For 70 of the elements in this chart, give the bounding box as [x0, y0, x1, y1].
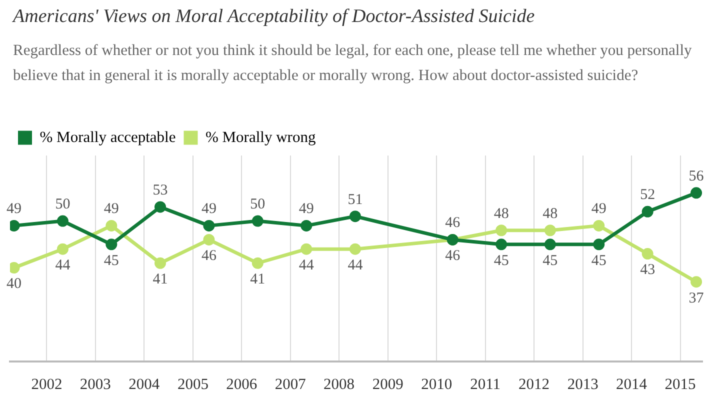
- data-label: 44: [55, 258, 71, 274]
- point: [154, 201, 166, 213]
- x-tick-label: 2004: [128, 376, 160, 393]
- data-label: 53: [152, 182, 168, 198]
- point: [690, 276, 702, 288]
- x-tick-label: 2015: [664, 376, 696, 393]
- data-label: 41: [152, 272, 168, 288]
- data-label: 49: [298, 201, 314, 218]
- point: [56, 215, 68, 227]
- data-label: 48: [494, 206, 509, 222]
- point: [56, 243, 68, 255]
- data-label: 44: [298, 258, 314, 274]
- data-label: 49: [6, 201, 22, 218]
- point: [252, 215, 264, 227]
- x-tick-label: 2003: [80, 376, 112, 393]
- point: [252, 257, 264, 269]
- point: [349, 243, 361, 255]
- data-label: 50: [55, 196, 70, 212]
- point: [106, 220, 118, 232]
- x-tick-label: 2014: [616, 376, 648, 393]
- data-label: 44: [348, 258, 364, 274]
- point: [496, 224, 508, 236]
- data-label: 37: [688, 290, 704, 306]
- x-tick-label: 2002: [31, 376, 62, 393]
- legend-label: % Morally wrong: [205, 128, 316, 146]
- data-label: 50: [250, 196, 266, 212]
- point: [690, 187, 702, 199]
- x-tick-label: 2006: [226, 376, 258, 393]
- point: [593, 238, 605, 250]
- x-tick-label: 2013: [567, 376, 599, 393]
- point: [544, 238, 556, 250]
- point: [106, 238, 118, 250]
- point: [203, 220, 215, 232]
- point: [642, 206, 654, 218]
- data-label: 45: [591, 252, 606, 269]
- x-tick-label: 2011: [470, 376, 501, 393]
- x-tick-label: 2008: [324, 376, 355, 393]
- point: [642, 248, 654, 260]
- legend-label: % Morally acceptable: [40, 128, 176, 146]
- point: [593, 220, 605, 232]
- point: [544, 224, 556, 236]
- point: [496, 238, 508, 250]
- data-label: 56: [688, 168, 704, 184]
- data-label: 46: [201, 248, 217, 264]
- data-label: 40: [6, 276, 22, 292]
- x-tick-label: 2010: [421, 376, 452, 393]
- x-tick-label: 2005: [177, 376, 209, 393]
- data-label: 48: [542, 206, 558, 222]
- data-label: 45: [494, 252, 509, 269]
- data-label: 52: [640, 187, 656, 204]
- data-label: 49: [104, 201, 119, 218]
- data-label: 46: [445, 248, 461, 264]
- point: [154, 257, 166, 269]
- x-tick-label: 2007: [274, 376, 306, 393]
- point: [300, 220, 312, 232]
- chart-subtitle: Regardless of whether or not you think it should be legal, for each one, please tell me whether you personally believe that in general it is morally acceptable or morally wrong. How about doctor-assisted suicide?: [13, 41, 693, 86]
- data-label: 45: [104, 252, 119, 269]
- data-label: 43: [640, 262, 656, 278]
- data-label: 49: [591, 201, 606, 218]
- x-tick-label: 2009: [372, 376, 404, 393]
- data-label: 41: [250, 272, 266, 288]
- x-tick-label: 2012: [518, 376, 550, 393]
- point: [300, 243, 312, 255]
- data-label: 49: [201, 201, 216, 218]
- point: [349, 210, 361, 222]
- point: [203, 234, 215, 246]
- data-label: 51: [348, 192, 363, 208]
- data-label: 45: [542, 252, 558, 269]
- data-label: 46: [445, 215, 461, 232]
- chart-title: Americans' Views on Moral Acceptability of Doctor-Assisted Suicide: [13, 6, 535, 28]
